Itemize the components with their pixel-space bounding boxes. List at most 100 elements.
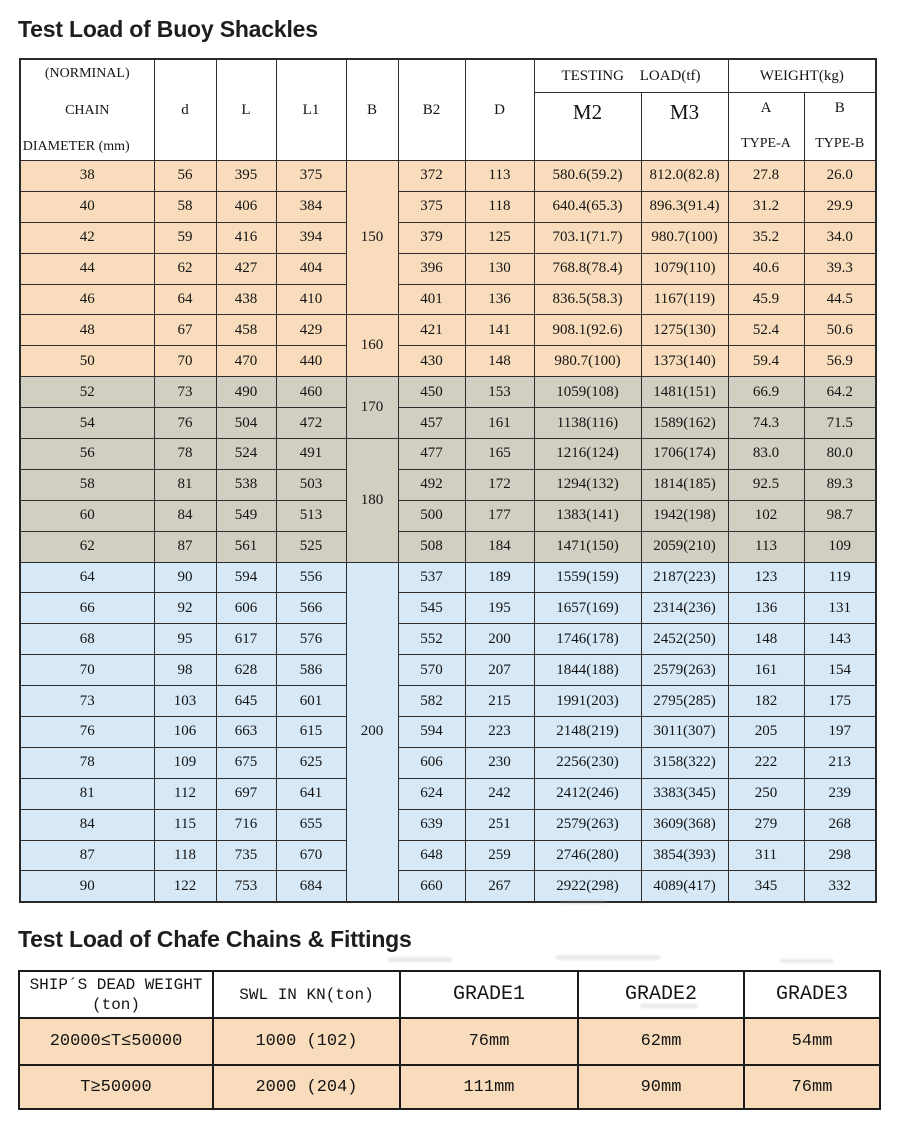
- buoy-cell: 27.8: [727, 160, 805, 192]
- buoy-cell: 213: [803, 746, 877, 779]
- buoy-cell: 1991(203): [533, 685, 642, 718]
- buoy-shackles-title: Test Load of Buoy Shackles: [18, 16, 318, 42]
- buoy-cell: 836.5(58.3): [533, 283, 642, 316]
- buoy-cell: 1059(108): [533, 376, 642, 409]
- buoy-cell: 268: [803, 808, 877, 841]
- col-header-d2: D: [464, 58, 535, 161]
- buoy-cell: 71.5: [803, 407, 877, 440]
- buoy-cell: 136: [464, 283, 535, 316]
- buoy-cell: 655: [275, 808, 347, 841]
- buoy-cell: 50: [19, 345, 155, 378]
- buoy-cell: 394: [275, 221, 347, 254]
- buoy-cell: 401: [397, 283, 466, 316]
- buoy-cell: 4089(417): [640, 870, 729, 903]
- buoy-cell: 106: [153, 716, 217, 748]
- chain-header-line: CHAIN: [65, 102, 110, 118]
- buoy-cell: 175: [803, 685, 877, 718]
- buoy-cell: 267: [464, 870, 535, 903]
- buoy-cell: 130: [464, 252, 535, 285]
- col-header-l1: L1: [275, 58, 347, 161]
- buoy-cell: 908.1(92.6): [533, 314, 642, 347]
- buoy-shackles-table: (NORMINAL) CHAIN DIAMETER (mm) d L L1 B …: [19, 58, 878, 903]
- buoy-cell: 87: [19, 839, 155, 872]
- chafe-chains-table: SHIP´S DEAD WEIGHT (ton) SWL IN KN(ton) GRA…: [18, 970, 881, 1110]
- buoy-cell: 703.1(71.7): [533, 221, 642, 254]
- chafe-cell: 76mm: [399, 1017, 579, 1066]
- type-b-label: TYPE-B: [815, 136, 865, 152]
- buoy-cell: 189: [464, 561, 535, 594]
- buoy-cell: 48: [19, 314, 155, 347]
- buoy-cell: 64: [19, 561, 155, 594]
- buoy-row-87: 87 118 735 670 648 259 2746(280) 3854(393) 311 29…: [19, 839, 877, 872]
- buoy-cell: 2412(246): [533, 777, 642, 810]
- buoy-cell: 2452(250): [640, 623, 729, 656]
- buoy-cell: 80.0: [803, 438, 877, 470]
- buoy-cell: 56: [19, 438, 155, 470]
- buoy-cell: 60: [19, 499, 155, 532]
- buoy-cell: 161: [464, 407, 535, 440]
- buoy-cell: 406: [215, 190, 277, 223]
- buoy-cell: 64.2: [803, 376, 877, 409]
- chafe-header-cell: SHIP´S DEAD WEIGHT (ton): [18, 970, 214, 1019]
- buoy-cell: 670: [275, 839, 347, 872]
- buoy-row-66: 66 92 606 566 545 195 1657(169) 2314(236) 136 131: [19, 592, 877, 625]
- buoy-row-46: 46 64 438 410 401 136 836.5(58.3) 1167(119) 45.9…: [19, 283, 877, 316]
- watermark-smudge: [780, 959, 834, 963]
- buoy-cell: 182: [727, 685, 805, 718]
- buoy-cell: 716: [215, 808, 277, 841]
- buoy-header-row-2: M2 M3 A TYPE-A B TYPE-B: [20, 92, 877, 161]
- buoy-cell: 1079(110): [640, 252, 729, 285]
- buoy-row-50: 50 70 470 440 430 148 980.7(100) 1373(140) 59.4 5…: [19, 345, 877, 378]
- buoy-cell: 259: [464, 839, 535, 872]
- buoy-cell: 460: [275, 376, 347, 409]
- buoy-row-56: 56 78 524 491 180 477 165 1216(124) 1706(174) 83.…: [19, 438, 877, 563]
- buoy-cell: 251: [464, 808, 535, 841]
- buoy-cell: 239: [803, 777, 877, 810]
- buoy-cell: 92.5: [727, 468, 805, 501]
- buoy-cell: 73: [153, 376, 217, 409]
- buoy-cell: 102: [727, 499, 805, 532]
- buoy-row-62: 62 87 561 525 508 184 1471(150) 2059(210) 113 109: [19, 530, 877, 563]
- buoy-cell: 118: [464, 190, 535, 223]
- buoy-cell: 2795(285): [640, 685, 729, 718]
- chain-diameter-header: (NORMINAL) CHAIN DIAMETER (mm): [19, 58, 155, 161]
- buoy-cell: 615: [275, 716, 347, 748]
- buoy-row-54: 54 76 504 472 457 161 1138(116) 1589(162) 74.3 71…: [19, 407, 877, 440]
- buoy-cell: 56.9: [803, 345, 877, 378]
- col-header-m2: M2: [533, 92, 642, 161]
- buoy-cell: 54: [19, 407, 155, 440]
- buoy-cell: 594: [397, 716, 466, 748]
- buoy-cell: 1373(140): [640, 345, 729, 378]
- buoy-cell: 40.6: [727, 252, 805, 285]
- buoy-cell: 141: [464, 314, 535, 347]
- buoy-cell: 112: [153, 777, 217, 810]
- buoy-cell: 753: [215, 870, 277, 903]
- b-dimension-merged-cell: 150: [345, 159, 399, 316]
- buoy-cell: 601: [275, 685, 347, 718]
- chafe-cell: 111mm: [399, 1064, 579, 1110]
- buoy-cell: 675: [215, 746, 277, 779]
- buoy-cell: 113: [464, 160, 535, 192]
- buoy-cell: 561: [215, 530, 277, 563]
- buoy-cell: 477: [397, 438, 466, 470]
- buoy-cell: 2579(263): [533, 808, 642, 841]
- buoy-cell: 375: [397, 190, 466, 223]
- buoy-cell: 606: [215, 592, 277, 625]
- buoy-cell: 1844(188): [533, 654, 642, 687]
- buoy-cell: 1481(151): [640, 376, 729, 409]
- chafe-cell: 54mm: [743, 1017, 881, 1066]
- buoy-cell: 582: [397, 685, 466, 718]
- watermark-smudge: [560, 900, 606, 904]
- chafe-cell: T≥50000: [18, 1064, 214, 1110]
- buoy-cell: 537: [397, 561, 466, 594]
- buoy-cell: 78: [19, 746, 155, 779]
- buoy-cell: 606: [397, 746, 466, 779]
- buoy-cell: 103: [153, 685, 217, 718]
- buoy-cell: 177: [464, 499, 535, 532]
- buoy-cell: 3609(368): [640, 808, 729, 841]
- buoy-cell: 172: [464, 468, 535, 501]
- buoy-cell: 197: [803, 716, 877, 748]
- buoy-cell: 31.2: [727, 190, 805, 223]
- buoy-cell: 395: [215, 160, 277, 192]
- buoy-cell: 279: [727, 808, 805, 841]
